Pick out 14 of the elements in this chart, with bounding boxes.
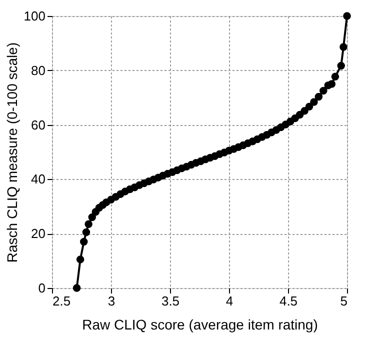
y-tick-label: 20 bbox=[31, 226, 46, 242]
x-tick-label: 3 bbox=[108, 294, 116, 308]
x-tick-label: 5 bbox=[340, 294, 348, 308]
y-tick-label: 40 bbox=[31, 172, 46, 187]
y-tick-label: 60 bbox=[31, 117, 46, 132]
x-tick-label: 3.5 bbox=[161, 294, 180, 308]
x-tick-label: 2.5 bbox=[52, 294, 71, 308]
x-axis-title: Raw CLIQ score (average item rating) bbox=[82, 316, 318, 332]
x-tick-label: 4.5 bbox=[279, 294, 298, 308]
y-tick-label: 0 bbox=[38, 280, 46, 296]
x-tick-label: 4 bbox=[226, 294, 234, 308]
y-axis-title: Rasch CLIQ measure (0-100 scale) bbox=[4, 42, 20, 263]
y-tick-label: 100 bbox=[24, 8, 46, 24]
y-tick-label: 80 bbox=[31, 62, 46, 78]
